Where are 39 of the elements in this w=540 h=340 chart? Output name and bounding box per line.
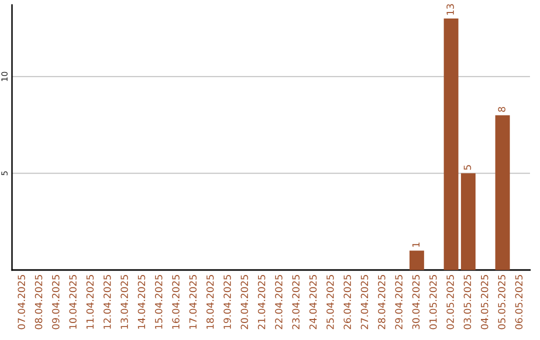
y-tick-label: 10 — [1, 72, 8, 81]
x-tick-label: 19.04.2025 — [224, 275, 231, 329]
x-tick-label: 16.04.2025 — [172, 275, 180, 329]
x-tick-label: 02.05.2025 — [446, 275, 454, 330]
x-tick-label: 21.04.2025 — [258, 275, 266, 330]
x-tick-label: 07.04.2025 — [18, 275, 26, 330]
bar — [460, 173, 476, 270]
data-label: 13 — [446, 4, 454, 15]
x-tick-label: 08.04.2025 — [34, 275, 42, 330]
x-tick-label: 14.04.2025 — [138, 275, 146, 329]
x-tick-label: 01.05.2025 — [429, 275, 437, 330]
x-tick-label: 03.05.2025 — [464, 275, 472, 330]
data-label: 5 — [464, 165, 472, 170]
x-tick-label: 27.04.2025 — [360, 275, 368, 330]
x-tick-label: 05.05.2025 — [498, 275, 506, 330]
x-tick-label: 20.04.2025 — [240, 275, 248, 330]
x-tick-label: 10.04.2025 — [69, 275, 77, 329]
x-tick-label: 30.04.2025 — [412, 275, 420, 330]
x-tick-label: 29.04.2025 — [395, 275, 402, 330]
x-tick-label: 06.05.2025 — [515, 275, 523, 330]
bar — [495, 115, 510, 270]
x-tick-label: 09.04.2025 — [52, 275, 60, 330]
x-tick-label: 04.05.2025 — [480, 275, 488, 330]
x-tick-label: 25.04.2025 — [326, 275, 334, 330]
x-tick-label: 13.04.2025 — [120, 275, 128, 329]
x-tick-label: 24.04.2025 — [309, 275, 317, 330]
data-label: 8 — [498, 106, 506, 112]
x-tick-label: 22.04.2025 — [275, 275, 282, 330]
x-tick-label: 12.04.2025 — [104, 275, 111, 329]
bar — [444, 18, 458, 270]
x-tick-label: 15.04.2025 — [154, 275, 162, 329]
x-tick-label: 26.04.2025 — [344, 275, 352, 330]
x-tick-label: 11.04.2025 — [86, 275, 94, 329]
x-tick-label: 28.04.2025 — [378, 275, 386, 330]
x-tick-label: 17.04.2025 — [189, 275, 197, 329]
bar — [410, 250, 424, 270]
x-tick-label: 23.04.2025 — [292, 275, 300, 330]
x-tick-label: 18.04.2025 — [206, 275, 214, 329]
data-label: 1 — [412, 242, 420, 247]
